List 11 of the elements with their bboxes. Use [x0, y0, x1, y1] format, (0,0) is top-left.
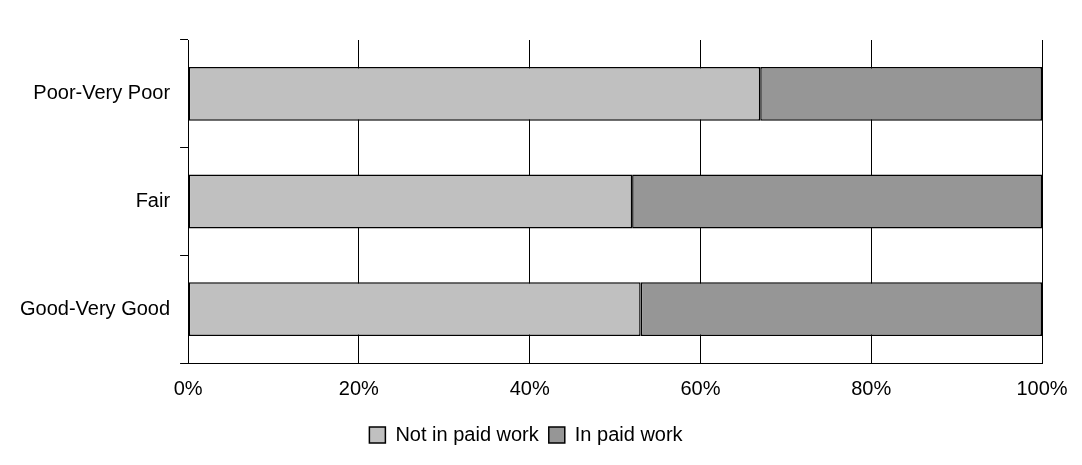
legend-label: In paid work: [574, 422, 684, 445]
y-tick-label: Good-Very Good: [19, 296, 171, 319]
legend-label: Not in paid work: [395, 422, 540, 445]
y-tick-label: Poor-Very Poor: [33, 81, 171, 104]
y-tick-label: Fair: [135, 189, 171, 212]
x-tick-label: 80%: [851, 376, 892, 399]
x-tick-label: 0%: [173, 376, 203, 399]
x-tick-label: 60%: [680, 376, 721, 399]
x-tick-label: 100%: [1016, 376, 1068, 399]
x-tick-label: 40%: [509, 376, 550, 399]
x-tick-label: 20%: [338, 376, 380, 399]
